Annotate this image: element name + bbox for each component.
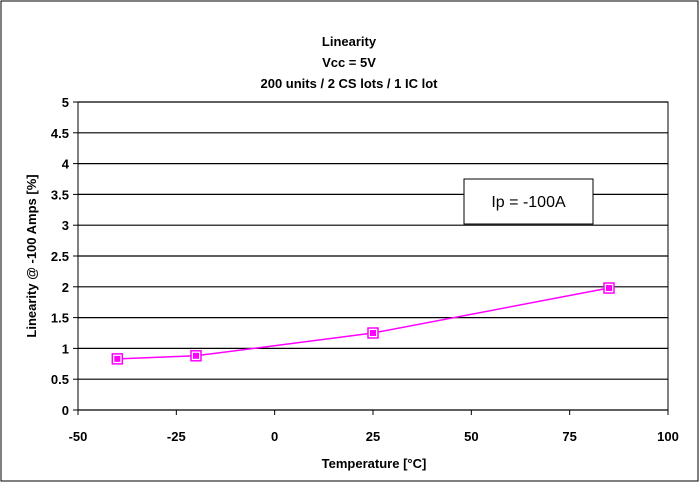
y-tick-label: 2.5 <box>51 249 69 264</box>
y-tick-label: 4 <box>62 157 70 172</box>
data-point-fill <box>114 355 121 362</box>
y-tick-label: 3.5 <box>51 187 69 202</box>
x-axis-ticks: -50 -25 0 25 50 75 100 <box>69 410 679 444</box>
y-tick-label: 0.5 <box>51 372 69 387</box>
chart-title-line-2: Vcc = 5V <box>322 55 376 70</box>
annotation-text: Ip = -100A <box>491 194 566 211</box>
series-layer <box>111 282 615 365</box>
x-tick-label: 50 <box>464 429 478 444</box>
x-axis-label: Temperature [°C] <box>322 456 427 471</box>
data-point-fill <box>193 352 199 359</box>
x-tick-label: 25 <box>366 429 380 444</box>
y-axis-ticks: 0 0.5 1 1.5 2 2.5 3 3.5 4 4.5 5 <box>51 95 78 418</box>
y-tick-label: 5 <box>62 95 69 110</box>
annotation-box: Ip = -100A <box>463 178 594 225</box>
data-point-fill <box>606 285 612 292</box>
x-tick-label: 100 <box>657 429 679 444</box>
x-tick-label: 0 <box>271 429 278 444</box>
y-tick-label: 1 <box>62 341 69 356</box>
y-axis-label: Linearity @ -100 Amps [%] <box>24 174 39 337</box>
x-tick-label: -50 <box>69 429 88 444</box>
data-point-fill <box>370 330 376 336</box>
chart-title-line-3: 200 units / 2 CS lots / 1 IC lot <box>261 76 439 91</box>
chart-title-line-1: Linearity <box>322 34 377 49</box>
y-tick-label: 1.5 <box>51 311 69 326</box>
y-tick-label: 2 <box>62 280 69 295</box>
y-tick-label: 4.5 <box>51 126 69 141</box>
series-line <box>117 287 610 360</box>
annotation-frame <box>463 178 594 225</box>
x-tick-label: -25 <box>167 429 186 444</box>
x-tick-label: 75 <box>562 429 576 444</box>
y-tick-label: 0 <box>62 403 69 418</box>
y-tick-label: 3 <box>62 218 69 233</box>
